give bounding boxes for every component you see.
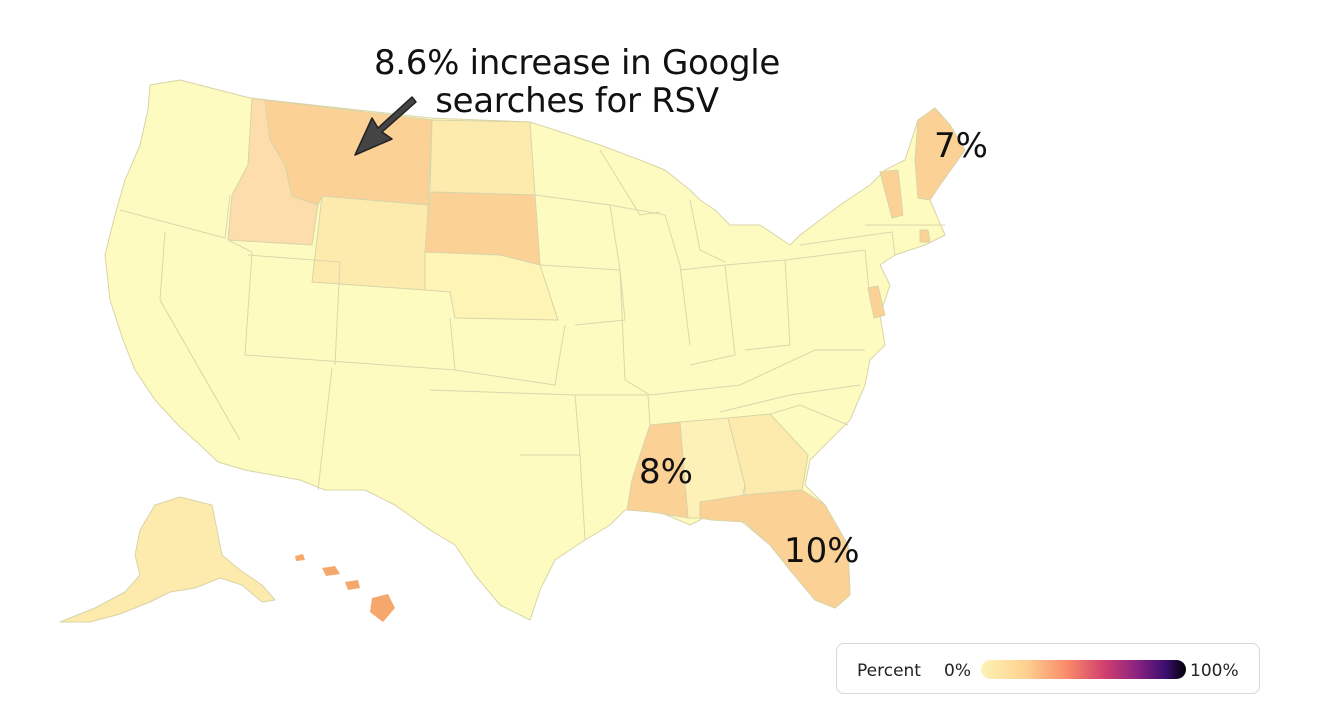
legend-max-label: 100% (1190, 661, 1239, 681)
state-idaho (227, 97, 319, 246)
label-maine: 7% (934, 126, 988, 166)
state-nebraska (424, 251, 559, 321)
state-vermont (879, 169, 904, 219)
headline: 8.6% increase in Google searches for RSV (362, 44, 792, 120)
headline-line-2: searches for RSV (435, 81, 719, 121)
annotation-arrow (354, 96, 417, 156)
state-delaware (867, 285, 886, 319)
label-mississippi: 8% (639, 452, 693, 492)
headline-line-1: 8.6% increase in Google (373, 43, 781, 83)
state-hawaii (295, 554, 395, 622)
state-alaska (59, 496, 276, 623)
label-florida: 10% (784, 531, 860, 571)
state-maine (914, 107, 966, 201)
state-borders (119, 149, 945, 541)
state-florida (699, 489, 851, 609)
legend-min-label: 0% (944, 661, 971, 681)
state-north-dakota (429, 119, 536, 196)
legend-title: Percent (857, 661, 921, 681)
state-wyoming (311, 195, 429, 291)
legend-color-scale (981, 660, 1186, 679)
state-rhode-island (919, 229, 931, 243)
